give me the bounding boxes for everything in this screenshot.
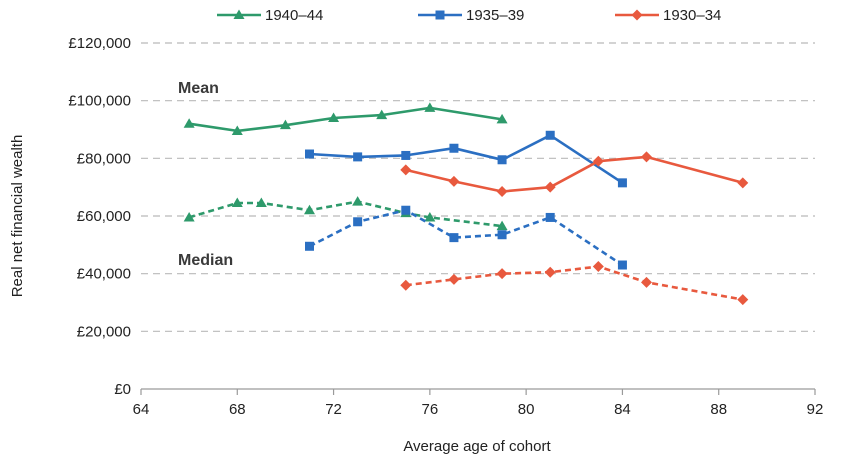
diamond-marker xyxy=(737,177,749,189)
series-line xyxy=(405,265,744,301)
square-marker xyxy=(545,212,555,222)
median-annotation: Median xyxy=(178,252,233,269)
y-tick-label: £100,000 xyxy=(68,93,131,110)
square-marker xyxy=(353,152,363,162)
legend-label: 1930–34 xyxy=(663,7,721,24)
series-line xyxy=(405,155,744,193)
y-tick-label: £0 xyxy=(114,381,131,398)
square-marker xyxy=(401,150,411,160)
series-193539-median xyxy=(305,205,627,270)
diamond-marker xyxy=(592,155,604,167)
y-tick-label: £40,000 xyxy=(77,266,131,283)
y-tick-label: £60,000 xyxy=(77,208,131,225)
series-194044-median xyxy=(183,196,508,231)
diamond-marker xyxy=(592,260,604,272)
square-marker xyxy=(545,130,555,140)
square-marker xyxy=(617,178,627,188)
square-marker xyxy=(617,260,627,270)
x-tick-label: 72 xyxy=(325,401,342,418)
triangle-marker xyxy=(183,118,195,128)
triangle-marker xyxy=(352,196,364,206)
x-tick-label: 92 xyxy=(807,401,824,418)
x-tick-label: 84 xyxy=(614,401,631,418)
triangle-marker xyxy=(304,204,315,215)
diamond-marker xyxy=(448,273,460,285)
triangle-marker xyxy=(233,9,245,19)
diamond-marker xyxy=(448,175,460,187)
triangle-marker xyxy=(231,197,243,208)
legend-label: 1940–44 xyxy=(265,7,323,24)
y-tick-label: £80,000 xyxy=(77,150,131,167)
square-marker xyxy=(497,230,507,240)
series-194044-mean xyxy=(183,102,508,135)
legend-item: 1930–34 xyxy=(615,7,721,24)
y-tick-label: £120,000 xyxy=(68,35,131,52)
series-193034-mean xyxy=(400,151,749,197)
diamond-marker xyxy=(641,276,652,288)
diamond-marker xyxy=(496,185,508,197)
triangle-marker xyxy=(279,119,291,130)
x-tick-label: 76 xyxy=(422,401,439,418)
y-axis-title: Real net financial wealth xyxy=(9,135,26,298)
series-line xyxy=(188,106,503,133)
gridlines xyxy=(141,42,815,332)
triangle-marker xyxy=(255,197,267,208)
series-group xyxy=(183,102,749,306)
axes: £0 £20,000 £40,000 £60,000 £80,000 £100,000 £1… xyxy=(68,35,823,418)
series-line xyxy=(188,200,503,228)
triangle-marker xyxy=(424,211,436,222)
legend-item: 1935–39 xyxy=(418,7,524,24)
x-tick-label: 64 xyxy=(133,401,150,418)
diamond-marker xyxy=(641,151,652,163)
x-axis-title: Average age of cohort xyxy=(403,438,551,455)
y-tick-label: £20,000 xyxy=(77,323,131,340)
series-193034-median xyxy=(400,260,749,306)
square-marker xyxy=(449,233,459,243)
diamond-marker xyxy=(400,279,412,291)
square-marker xyxy=(435,10,445,20)
x-tick-label: 88 xyxy=(710,401,727,418)
triangle-marker xyxy=(183,211,195,222)
triangle-marker xyxy=(424,102,436,112)
triangle-marker xyxy=(328,112,340,122)
diamond-marker xyxy=(544,181,556,193)
diamond-marker xyxy=(496,268,508,280)
series-193539-mean xyxy=(305,130,627,188)
x-tick-label: 80 xyxy=(518,401,535,418)
legend-item: 1940–44 xyxy=(217,7,323,24)
triangle-marker xyxy=(496,113,508,124)
square-marker xyxy=(305,241,314,251)
diamond-marker xyxy=(631,9,643,21)
triangle-marker xyxy=(231,125,243,135)
square-marker xyxy=(449,143,459,153)
diamond-marker xyxy=(544,266,556,278)
square-marker xyxy=(497,155,507,165)
triangle-marker xyxy=(496,220,508,231)
legend-label: 1935–39 xyxy=(466,7,524,24)
square-marker xyxy=(305,149,314,159)
diamond-marker xyxy=(737,294,749,306)
legend: 1940–44 1935–39 1930–34 xyxy=(217,7,721,24)
x-tick-label: 68 xyxy=(229,401,246,418)
square-marker xyxy=(401,205,411,215)
square-marker xyxy=(353,217,363,227)
mean-annotation: Mean xyxy=(178,80,219,97)
diamond-marker xyxy=(400,164,412,176)
triangle-marker xyxy=(376,109,388,120)
